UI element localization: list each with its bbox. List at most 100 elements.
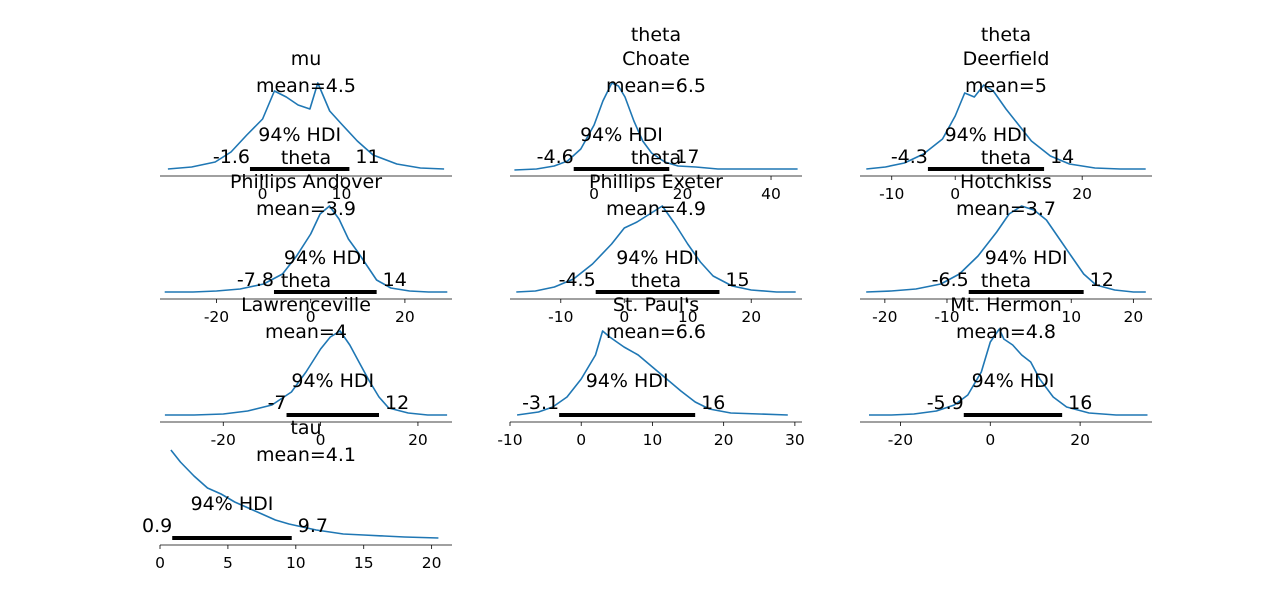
hdi-low-label: -4.3: [891, 146, 928, 168]
x-tick-label: -10: [879, 185, 904, 203]
mean-label: mean=6.5: [606, 75, 706, 97]
subplot-title: theta: [981, 24, 1031, 46]
x-tick-label: 10: [286, 554, 306, 572]
x-tick-label: 0: [619, 308, 629, 326]
hdi-high-label: 16: [701, 392, 725, 414]
x-tick-label: 20: [395, 308, 415, 326]
subplot-title: mu: [291, 48, 322, 70]
subplot-title: St. Paul's: [613, 294, 699, 316]
x-tick-label: -10: [497, 431, 522, 449]
x-tick-label: 20: [741, 308, 761, 326]
x-tick-label: 0: [306, 308, 316, 326]
x-tick-label: 20: [1070, 431, 1090, 449]
mean-label: mean=6.6: [606, 321, 706, 343]
hdi-low-label: -4.5: [559, 269, 596, 291]
x-tick-label: 0: [316, 431, 326, 449]
hdi-low-label: -1.6: [213, 146, 250, 168]
hdi-high-label: 12: [1090, 269, 1114, 291]
hdi-high-label: 14: [383, 269, 407, 291]
subplot-title: Lawrenceville: [241, 294, 371, 316]
subplot-title: Deerfield: [963, 48, 1050, 70]
hdi-label: 94% HDI: [258, 124, 341, 146]
x-tick-label: 0: [258, 185, 268, 203]
hdi-low-label: -6.5: [932, 269, 969, 291]
x-tick-label: 10: [1061, 308, 1081, 326]
subplot-title: Phillips Exeter: [589, 171, 723, 193]
hdi-high-label: 14: [1050, 146, 1074, 168]
density-line: [514, 82, 798, 171]
x-tick-label: -10: [934, 308, 959, 326]
x-tick-label: 20: [1123, 308, 1143, 326]
posterior-subplot: 0 10 -1.6 11 94% HDI mean=4.5 mu: [160, 48, 452, 203]
subplot-title: theta: [631, 147, 681, 169]
x-tick-label: 0: [576, 431, 586, 449]
hdi-low-label: -7.8: [237, 269, 274, 291]
density-line: [516, 205, 796, 293]
hdi-label: 94% HDI: [284, 247, 367, 269]
x-tick-label: -20: [211, 431, 236, 449]
x-tick-label: 20: [673, 185, 693, 203]
mean-label: mean=4.9: [606, 198, 706, 220]
x-tick-label: -20: [872, 308, 897, 326]
posterior-subplot: 0 5 10 15 20 0.9 9.7 94% HDI mean=4.1 tau: [142, 417, 452, 572]
hdi-high-label: 16: [1068, 392, 1092, 414]
x-tick-label: -10: [548, 308, 573, 326]
subplot-title: theta: [281, 270, 331, 292]
hdi-low-label: -4.6: [537, 146, 574, 168]
hdi-high-label: 12: [385, 392, 409, 414]
mean-label: mean=3.9: [256, 198, 356, 220]
subplot-title: theta: [981, 147, 1031, 169]
mean-label: mean=5: [965, 75, 1047, 97]
x-tick-label: 20: [422, 554, 442, 572]
hdi-high-label: 15: [725, 269, 749, 291]
x-tick-label: -20: [204, 308, 229, 326]
x-tick-label: 0: [950, 185, 960, 203]
hdi-label: 94% HDI: [985, 247, 1068, 269]
hdi-high-label: 11: [355, 146, 379, 168]
hdi-label: 94% HDI: [972, 370, 1055, 392]
density-line: [170, 449, 439, 539]
mean-label: mean=4.5: [256, 75, 356, 97]
x-tick-label: 30: [785, 431, 805, 449]
posterior-subplot: -20 0 20 -7 12 94% HDI mean=4 thetaLawrencevill…: [160, 270, 452, 449]
hdi-label: 94% HDI: [291, 370, 374, 392]
x-tick-label: 10: [643, 431, 663, 449]
hdi-label: 94% HDI: [191, 493, 274, 515]
subplot-title: Phillips Andover: [230, 171, 382, 193]
x-tick-label: 15: [354, 554, 374, 572]
hdi-high-label: 9.7: [298, 515, 328, 537]
hdi-label: 94% HDI: [586, 370, 669, 392]
subplot-title: Hotchkiss: [960, 171, 1052, 193]
hdi-label: 94% HDI: [580, 124, 663, 146]
subplot-title: theta: [281, 147, 331, 169]
mean-label: mean=3.7: [956, 198, 1056, 220]
density-line: [866, 84, 1146, 170]
mean-label: mean=4: [265, 321, 347, 343]
mean-label: mean=4.8: [956, 321, 1056, 343]
hdi-label: 94% HDI: [616, 247, 699, 269]
hdi-low-label: -3.1: [522, 392, 559, 414]
subplot-title: theta: [981, 270, 1031, 292]
x-tick-label: 5: [223, 554, 233, 572]
x-tick-label: 10: [678, 308, 698, 326]
x-tick-label: 0: [155, 554, 165, 572]
x-tick-label: 20: [1072, 185, 1092, 203]
hdi-low-label: 0.9: [142, 515, 172, 537]
hdi-high-label: 17: [675, 146, 699, 168]
subplot-title: Choate: [622, 48, 690, 70]
mean-label: mean=4.1: [256, 444, 356, 466]
hdi-label: 94% HDI: [945, 124, 1028, 146]
subplot-title: Mt. Hermon: [950, 294, 1062, 316]
subplot-title: tau: [290, 417, 321, 439]
subplot-title: theta: [631, 24, 681, 46]
x-tick-label: -20: [888, 431, 913, 449]
density-line: [164, 330, 448, 416]
hdi-low-label: -7: [268, 392, 287, 414]
subplot-title: theta: [631, 270, 681, 292]
